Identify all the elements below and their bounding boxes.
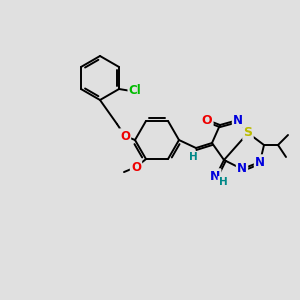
- Text: O: O: [131, 160, 141, 174]
- Text: N: N: [233, 113, 243, 127]
- Text: N: N: [237, 163, 247, 176]
- Text: S: S: [244, 127, 253, 140]
- Text: H: H: [189, 152, 197, 162]
- Text: N: N: [255, 155, 265, 169]
- Text: O: O: [120, 130, 130, 142]
- Text: N: N: [210, 169, 220, 182]
- Text: Cl: Cl: [129, 85, 141, 98]
- Text: H: H: [219, 177, 227, 187]
- Text: O: O: [202, 113, 212, 127]
